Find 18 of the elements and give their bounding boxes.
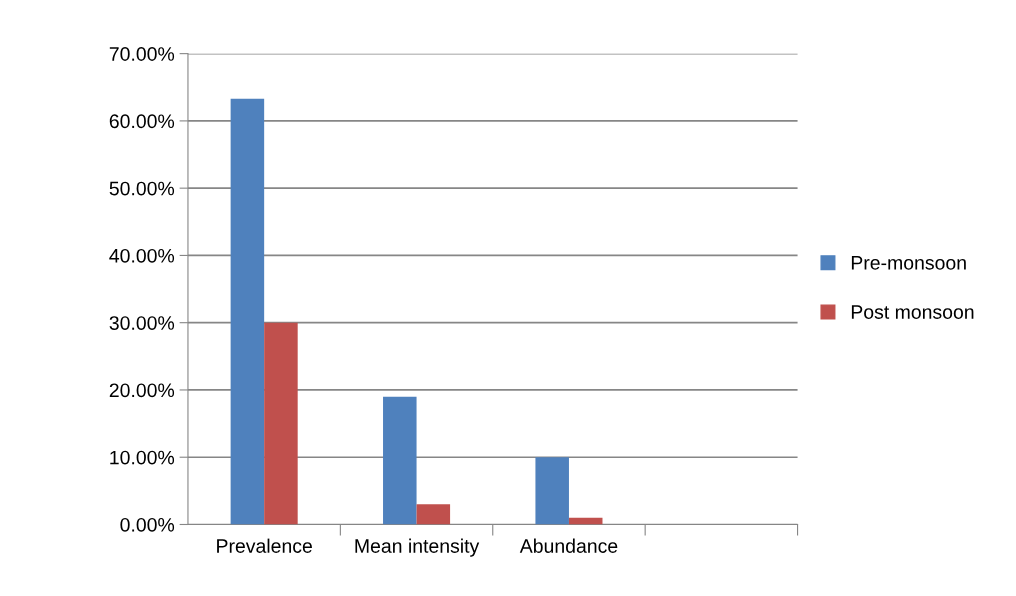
bar xyxy=(383,396,417,525)
bar xyxy=(264,322,298,525)
x-tick-label: Prevalence xyxy=(217,538,312,553)
x-tick-label: Mean intensity xyxy=(355,538,480,557)
y-tick-label: 30.00% xyxy=(109,316,175,330)
y-tick-label: 10.00% xyxy=(110,450,175,465)
y-tick-label: 50.00% xyxy=(109,181,175,196)
y-tick-label: 0.00% xyxy=(120,517,175,532)
y-tick-label: 60.00% xyxy=(109,114,175,129)
bar xyxy=(230,98,265,525)
bar xyxy=(416,504,451,525)
legend-label: Post monsoon xyxy=(851,305,974,319)
bar xyxy=(535,457,569,525)
x-tick-label: Abundance xyxy=(519,538,618,553)
y-tick-label: 70.00% xyxy=(109,47,175,61)
legend-label: Pre-monsoon xyxy=(851,256,966,270)
y-tick-label: 20.00% xyxy=(109,383,175,398)
y-tick-label: 40.00% xyxy=(109,248,175,263)
